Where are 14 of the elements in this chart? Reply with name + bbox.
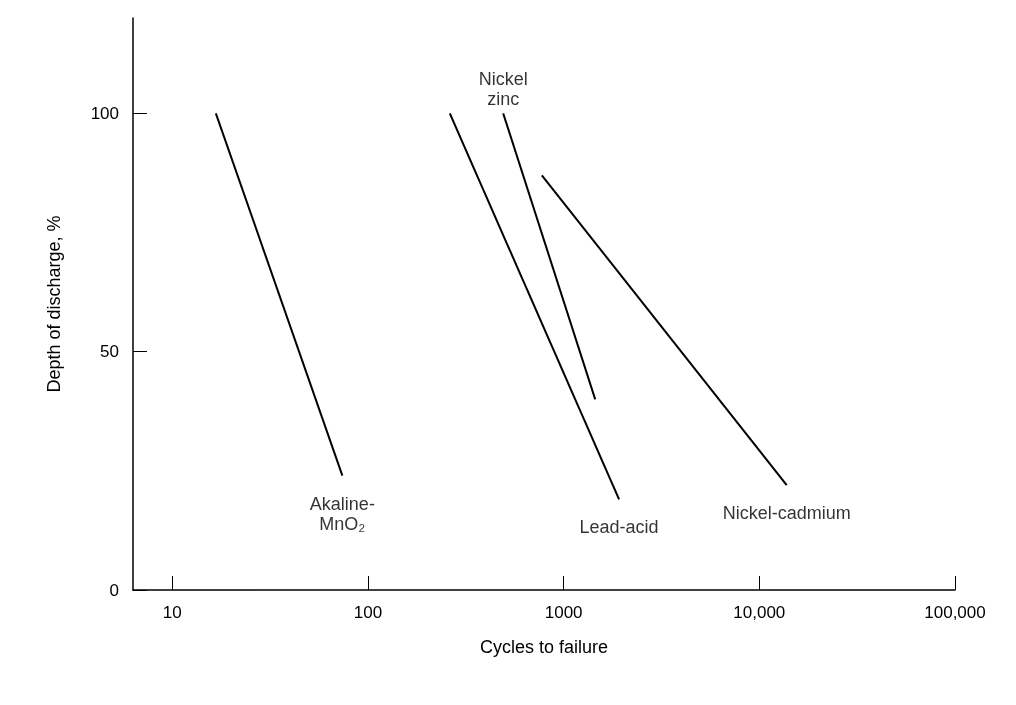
y-tick-label: 0 <box>109 580 119 600</box>
annotation: Akaline- MnO₂ <box>309 493 375 534</box>
annotation: Nickel zinc <box>478 69 528 110</box>
y-tick-label: 50 <box>100 342 119 362</box>
x-tick-label: 100 <box>353 603 383 622</box>
y-axis-title: Depth of discharge, % <box>44 215 64 393</box>
x-tick-label: 10 <box>162 603 182 622</box>
x-tick-label: 100,000 <box>924 603 986 622</box>
x-axis-title: Cycles to failure <box>479 637 609 657</box>
annotation: Nickel-cadmium <box>722 503 851 524</box>
annotation: Lead-acid <box>579 517 659 538</box>
x-tick-label: 1000 <box>544 603 583 622</box>
x-tick-label: 10,000 <box>733 603 786 622</box>
y-tick-label: 100 <box>90 103 119 123</box>
